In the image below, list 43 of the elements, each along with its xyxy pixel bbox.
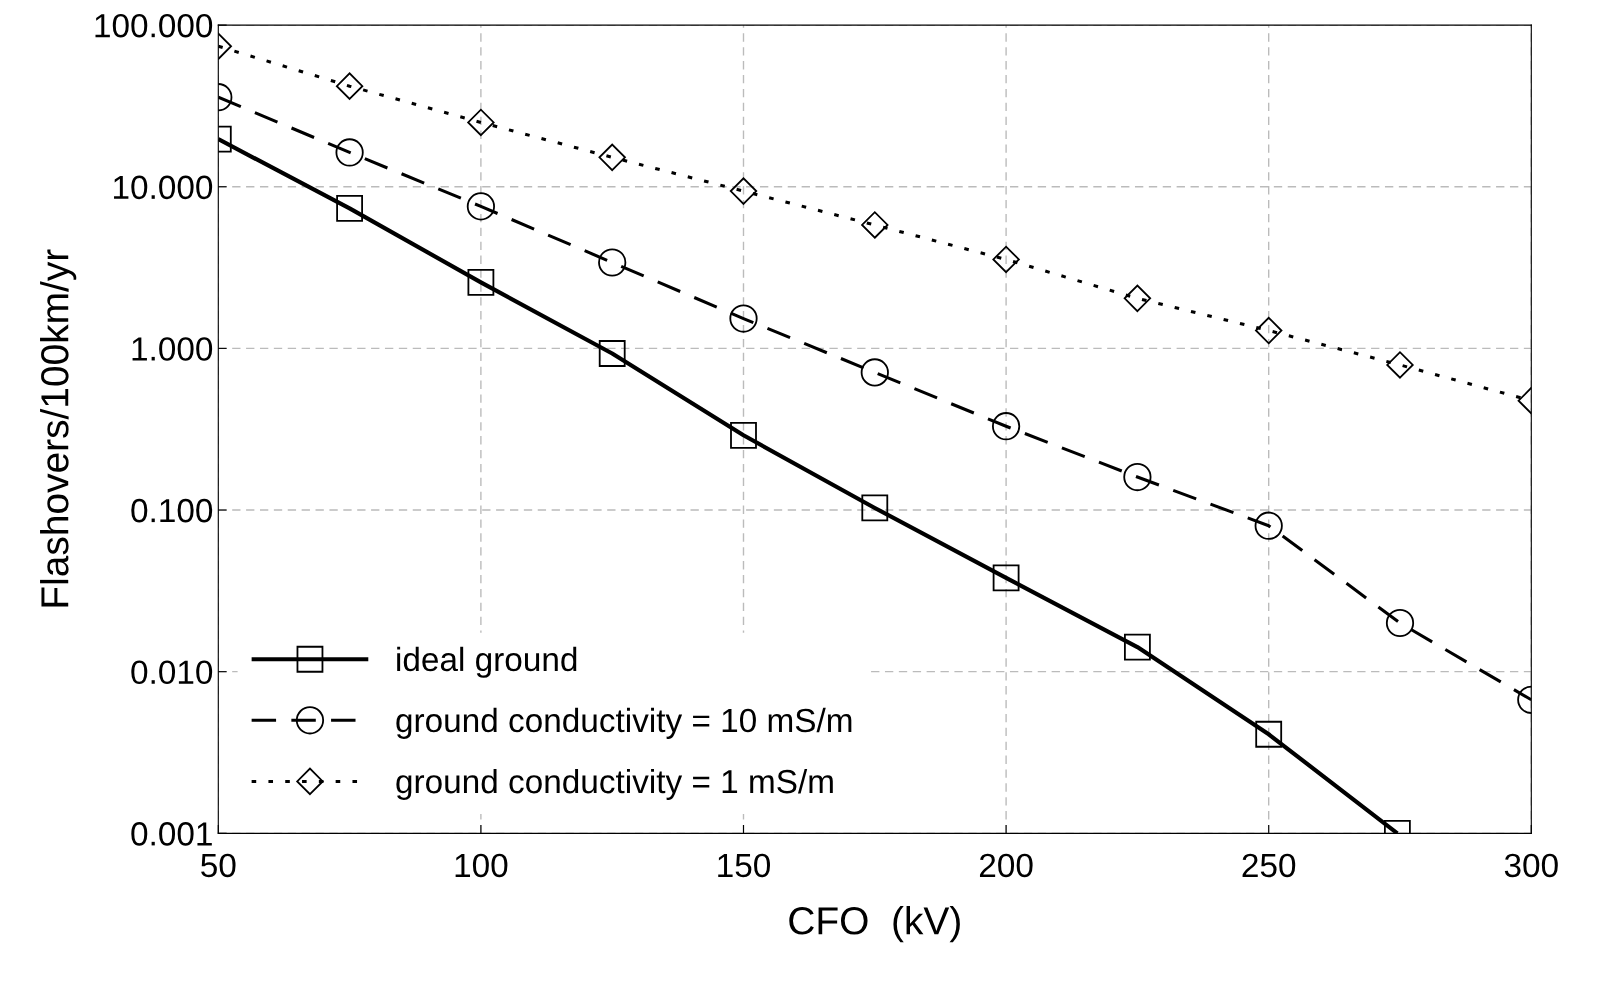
legend-label: ground conductivity = 10 mS/m	[396, 707, 852, 739]
y-tick-label: 10.000	[114, 175, 213, 200]
point	[335, 138, 364, 167]
point	[1123, 284, 1152, 313]
point	[992, 564, 1020, 592]
y-tick-label: 100.000	[95, 13, 213, 38]
point	[598, 340, 626, 367]
legend-label: ground conductivity = 1 mS/m	[396, 768, 833, 800]
point	[466, 192, 495, 221]
point	[1385, 608, 1415, 638]
y-tick-label: 0.100	[131, 498, 213, 523]
x-axis-title: CFO (kV)	[789, 906, 960, 943]
x-tick-label: 300	[1504, 853, 1558, 878]
point	[1255, 316, 1283, 345]
y-tick-label: 1.000	[132, 337, 213, 361]
point	[598, 143, 626, 172]
legend-label: ideal ground	[397, 646, 577, 678]
x-tick-label: 150	[718, 853, 770, 878]
point	[729, 304, 758, 333]
x-tick-label: 100	[455, 853, 508, 878]
point	[729, 177, 758, 205]
x-tick-label: 50	[201, 853, 236, 878]
point	[861, 494, 889, 522]
point	[991, 412, 1021, 441]
point	[1254, 511, 1283, 540]
point	[467, 268, 495, 296]
point	[335, 72, 364, 100]
point	[598, 248, 627, 277]
point	[1386, 351, 1414, 379]
point	[336, 194, 364, 222]
point	[860, 358, 889, 387]
y-tick-label: 0.010	[131, 660, 213, 685]
point	[861, 211, 889, 239]
x-tick-label: 250	[1242, 853, 1296, 878]
point	[1255, 720, 1283, 748]
point	[1123, 462, 1152, 492]
x-tick-label: 200	[979, 853, 1033, 878]
point	[1123, 633, 1151, 661]
point	[730, 421, 757, 449]
y-axis-title: Flashovers/100km/yr	[40, 249, 77, 607]
point	[467, 108, 495, 137]
point	[992, 245, 1020, 274]
y-tick-label: 0.001	[131, 822, 212, 846]
